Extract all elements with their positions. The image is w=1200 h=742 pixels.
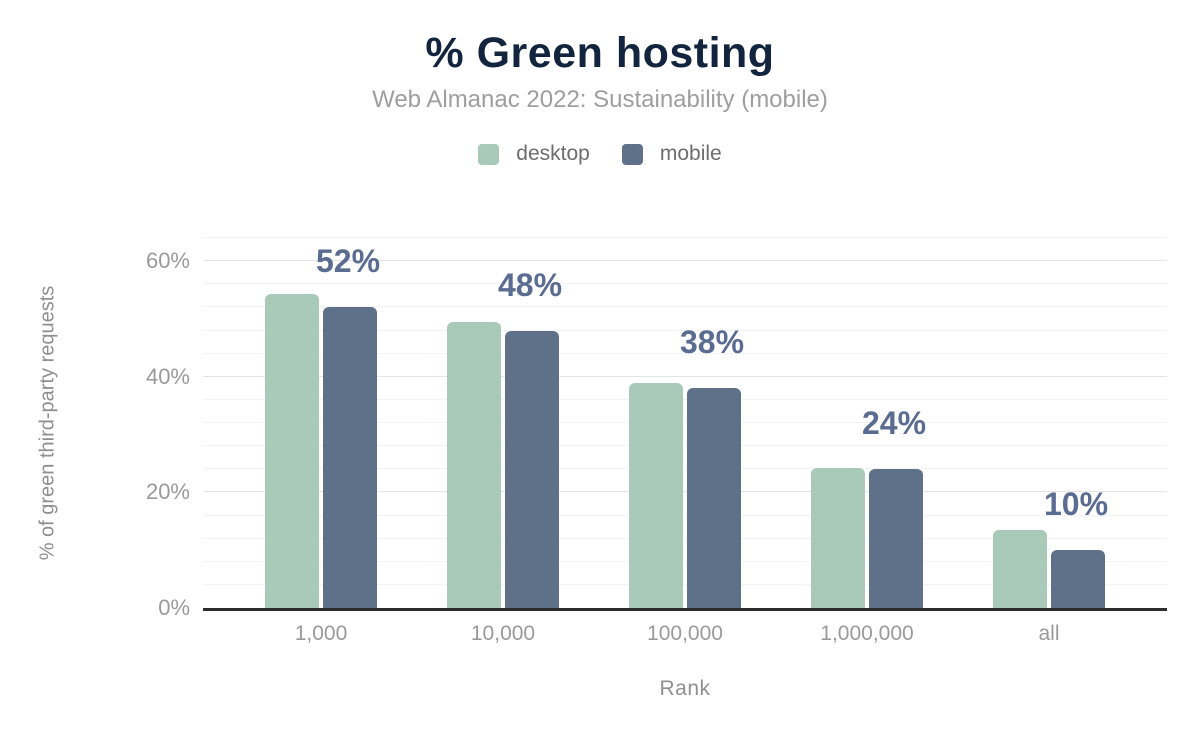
major-gridline-60: [203, 260, 1167, 262]
desktop-legend-label: desktop: [516, 142, 590, 165]
chart-subtitle: Web Almanac 2022: Sustainability (mobile…: [372, 86, 828, 113]
minor-gridline-4: [203, 583, 1167, 585]
minor-gridline-44: [203, 352, 1167, 354]
bar-group-1,000,000: 24% 1,000,000: [811, 229, 927, 645]
bar-desktop-all: [993, 529, 1047, 608]
minor-gridline-12: [203, 537, 1167, 539]
minor-gridline-52: [203, 306, 1167, 308]
bar-desktop-100,000: [629, 383, 683, 608]
minor-gridline-48: [203, 329, 1167, 331]
bar-group-10,000: 48% 10,000: [447, 229, 563, 645]
legend-item-desktop: desktop: [478, 142, 590, 166]
major-gridline-20: [203, 491, 1167, 493]
y-tick-label-60%: 60%: [145, 248, 190, 274]
bar-value-label-1,000,000: 24%: [861, 405, 927, 442]
minor-gridline-36: [203, 398, 1167, 400]
mobile-legend-swatch: [621, 143, 643, 165]
major-gridline-40: [203, 375, 1167, 377]
bar-value-label-100,000: 38%: [679, 324, 745, 361]
bar-group-1,000: 52% 1,000: [265, 229, 381, 645]
legend: desktop mobile: [0, 142, 1200, 166]
minor-gridline-24: [203, 468, 1167, 470]
y-tick-label-20%: 20%: [145, 479, 190, 505]
bar-group-all: 10% all: [993, 229, 1109, 645]
bar-value-label-1,000: 52%: [315, 243, 381, 280]
minor-gridline-16: [203, 514, 1167, 516]
legend-item-mobile: mobile: [621, 142, 722, 166]
x-axis-title: Rank: [659, 677, 711, 700]
minor-gridline-8: [203, 560, 1167, 562]
x-axis-line: [203, 608, 1167, 611]
x-tick-label-10,000: 10,000: [470, 622, 536, 645]
y-axis-title: % of green third-party requests: [36, 285, 59, 561]
x-tick-label-1,000: 1,000: [294, 622, 348, 645]
y-tick-label-0%: 0%: [158, 595, 190, 620]
x-tick-label-1,000,000: 1,000,000: [820, 622, 914, 645]
bar-mobile-10,000: [505, 330, 559, 608]
minor-gridline-56: [203, 283, 1167, 285]
bar-mobile-all: [1051, 550, 1105, 608]
minor-gridline-28: [203, 445, 1167, 447]
minor-gridline-32: [203, 422, 1167, 424]
bar-value-label-10,000: 48%: [497, 266, 563, 303]
y-tick-label-40%: 40%: [145, 363, 190, 389]
bar-mobile-1,000,000: [869, 469, 923, 608]
plot-area: 52% 1,000 48% 10,000 38% 100,000 24% 1,000,000 1…: [203, 229, 1167, 645]
minor-gridline-64: [203, 237, 1167, 239]
bar-mobile-1,000: [323, 307, 377, 608]
desktop-legend-swatch: [478, 143, 500, 165]
x-tick-label-100,000: 100,000: [647, 622, 723, 645]
mobile-legend-label: mobile: [659, 142, 722, 165]
bars-container: 52% 1,000 48% 10,000 38% 100,000 24% 1,000,000 1…: [203, 229, 1167, 645]
bar-desktop-1,000,000: [811, 467, 865, 608]
bar-group-100,000: 38% 100,000: [629, 229, 745, 645]
bar-desktop-10,000: [447, 322, 501, 608]
bar-desktop-1,000: [265, 293, 319, 608]
x-tick-label-all: all: [1038, 622, 1060, 645]
bar-value-label-all: 10%: [1043, 486, 1109, 523]
chart-title: % Green hosting: [425, 29, 775, 77]
bar-mobile-100,000: [687, 388, 741, 608]
